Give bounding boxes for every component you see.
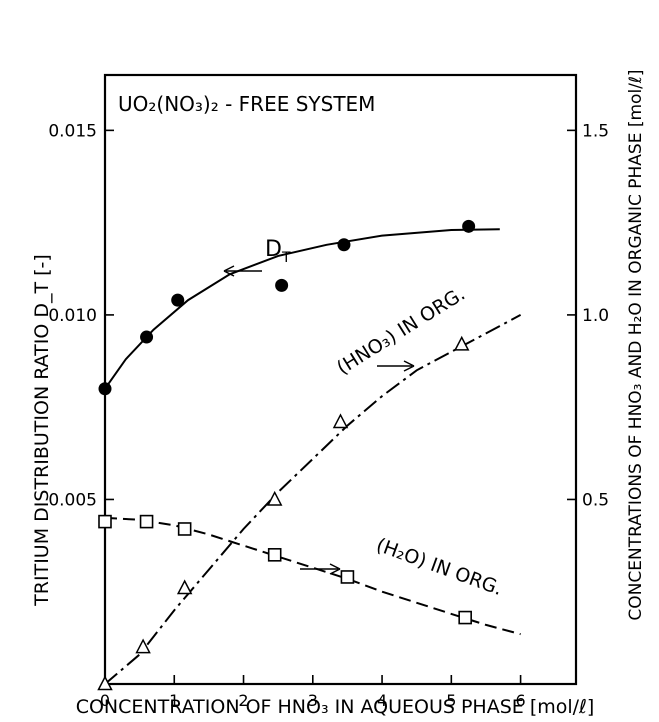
h2o-annotation: (H₂O) IN ORG.: [300, 534, 505, 600]
x-tick-label: 1: [169, 691, 179, 710]
data-point-0: [462, 219, 476, 233]
series-line-0: [104, 228, 500, 390]
plot-frame: [103, 73, 578, 686]
dt-label: DT: [265, 237, 291, 266]
data-point-0: [275, 278, 289, 292]
data-point-0: [140, 330, 154, 344]
x-tick-label: 2: [238, 691, 248, 710]
y-right-tick-label: 1.5: [582, 121, 609, 141]
data-point-2: [139, 514, 154, 529]
hno3-label: (HNO₃) IN ORG.: [333, 283, 469, 379]
y-right-axis-label: CONCENTRATIONS OF HNO₃ AND H₂O IN ORGANI…: [626, 69, 646, 620]
x-tick-label: 5: [446, 691, 456, 710]
data-point-1: [176, 579, 193, 595]
x-axis-label: CONCENTRATION OF HNO₃ IN AQUEOUS PHASE […: [76, 696, 595, 718]
y-right-ticks: 0.5 1.0 1.5: [567, 121, 609, 510]
data-point-1: [332, 413, 349, 429]
y-left-ticks: 0.005 0.010 0.015: [48, 121, 114, 510]
x-tick-label: 6: [515, 691, 525, 710]
hno3-annotation: (HNO₃) IN ORG.: [333, 283, 469, 379]
x-tick-label: 3: [308, 691, 318, 710]
data-point-1: [135, 638, 151, 654]
y-right-tick-label: 0.5: [582, 490, 609, 510]
y-left-axis-label: TRITIUM DISTRIBUTION RATIO D_T [-]: [31, 254, 53, 607]
x-tick-label: 0: [100, 691, 110, 710]
data-point-2: [177, 522, 192, 536]
y-left-tick-label: 0.015: [48, 121, 97, 141]
hno3-arrow-head: [403, 360, 415, 372]
h2o-arrow-head: [329, 563, 341, 575]
x-tick-label: 4: [377, 691, 387, 710]
series-markers: [97, 219, 476, 691]
data-point-1: [266, 490, 283, 506]
chart-title: UO₂(NO₃)₂ - FREE SYSTEM: [118, 92, 375, 116]
series-line-1: [104, 314, 522, 685]
data-point-0: [171, 293, 185, 307]
dt-annotation: DT: [223, 237, 291, 277]
data-point-1: [453, 335, 470, 351]
data-point-2: [340, 570, 355, 584]
dt-arrow-head: [223, 265, 235, 277]
y-left-tick-label: 0.010: [48, 306, 97, 326]
series-line-2: [104, 516, 521, 636]
y-left-tick-label: 0.005: [48, 490, 97, 510]
data-point-2: [458, 610, 472, 625]
data-point-0: [337, 238, 351, 252]
y-right-tick-label: 1.0: [582, 306, 609, 326]
data-point-1: [97, 675, 113, 691]
series-lines: [104, 228, 522, 685]
data-point-2: [267, 548, 282, 562]
data-point-2: [98, 514, 112, 529]
x-ticks: 0 1 2 3 4 5 6: [100, 675, 526, 710]
h2o-label: (H₂O) IN ORG.: [373, 534, 505, 600]
data-point-0: [98, 382, 112, 396]
